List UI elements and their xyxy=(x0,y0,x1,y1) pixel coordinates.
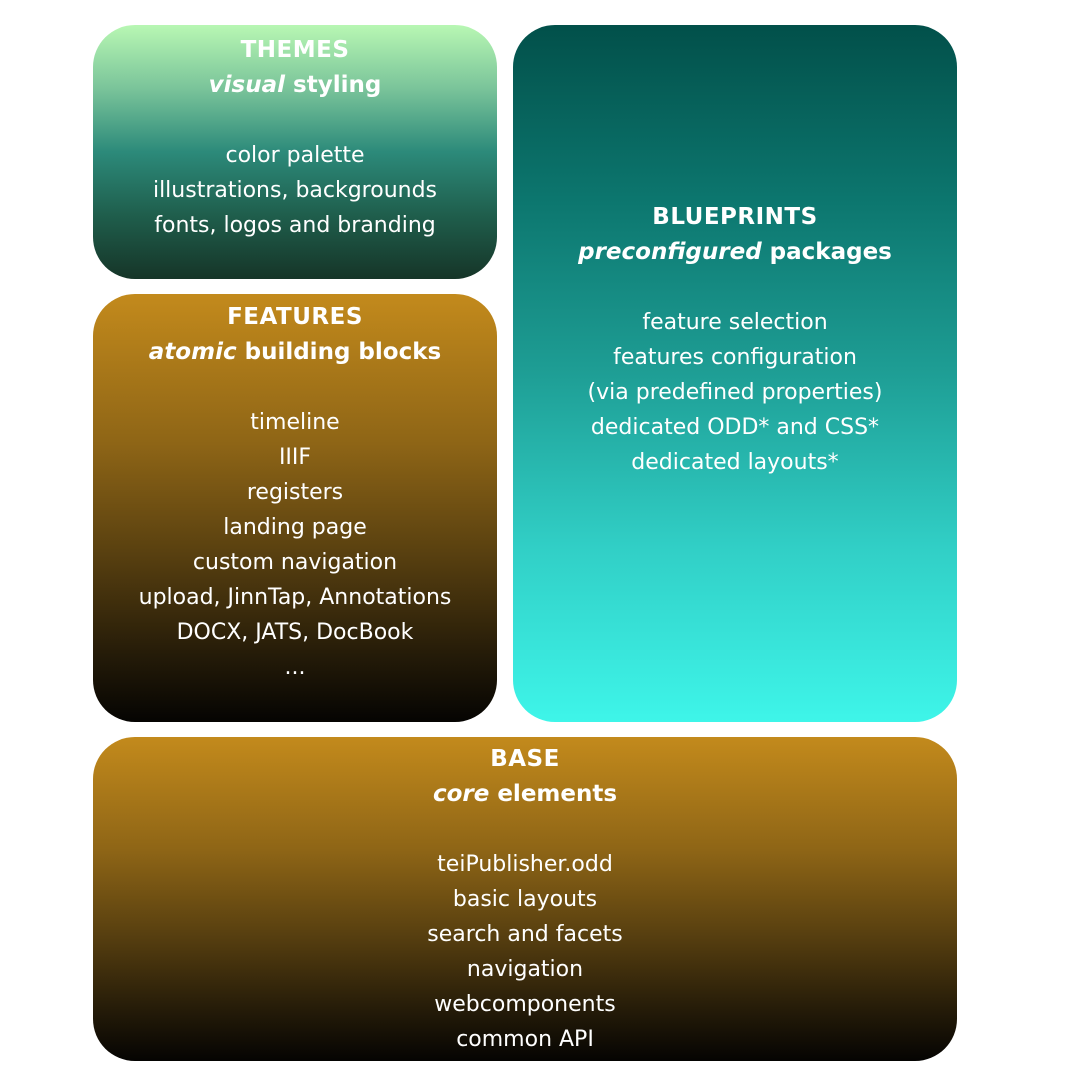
blueprints-item-list: feature selection features configuration… xyxy=(513,305,957,480)
base-item-list: teiPublisher.odd basic layouts search an… xyxy=(93,847,957,1057)
blueprints-title: BLUEPRINTS xyxy=(652,204,818,230)
base-title: BASE xyxy=(490,746,560,772)
themes-item: color palette xyxy=(225,143,365,168)
themes-title: THEMES xyxy=(240,37,350,63)
base-subtitle-rest: elements xyxy=(489,781,618,807)
blueprints-item: (via predefined properties) xyxy=(587,380,883,405)
themes-subtitle-emphasis: visual xyxy=(208,72,286,98)
themes-item: fonts, logos and branding xyxy=(154,213,436,238)
blueprints-item: dedicated ODD* and CSS* xyxy=(590,415,880,440)
base-item: teiPublisher.odd xyxy=(437,852,613,877)
themes-box: THEMES visual styling color palette illu… xyxy=(93,25,497,279)
features-item: ... xyxy=(284,655,306,680)
base-item: basic layouts xyxy=(452,887,598,912)
features-item: DOCX, JATS, DocBook xyxy=(176,620,414,645)
features-subtitle-rest: building blocks xyxy=(236,339,442,365)
base-item: common API xyxy=(456,1027,594,1052)
features-item: landing page xyxy=(223,515,367,540)
blueprints-subtitle-rest: packages xyxy=(761,239,892,265)
features-box: FEATURES atomic building blocks timeline… xyxy=(93,294,497,722)
themes-item-list: color palette illustrations, backgrounds… xyxy=(93,138,497,243)
themes-item: illustrations, backgrounds xyxy=(152,178,438,203)
base-box: BASE core elements teiPublisher.odd basi… xyxy=(93,737,957,1061)
blueprints-box: BLUEPRINTS preconfigured packages featur… xyxy=(513,25,957,722)
base-item: search and facets xyxy=(427,922,623,947)
base-subtitle-emphasis: core xyxy=(432,781,490,807)
base-subtitle: core elements xyxy=(93,777,957,812)
base-item: navigation xyxy=(466,957,584,982)
features-item: timeline xyxy=(250,410,340,435)
features-item: custom navigation xyxy=(192,550,398,575)
features-item: registers xyxy=(246,480,344,505)
features-item-list: timeline IIIF registers landing page cus… xyxy=(93,405,497,685)
themes-subtitle: visual styling xyxy=(93,68,497,103)
features-subtitle-emphasis: atomic xyxy=(148,339,237,365)
blueprints-subtitle: preconfigured packages xyxy=(513,235,957,270)
features-item: IIIF xyxy=(278,445,312,470)
blueprints-item: features configuration xyxy=(613,345,857,370)
blueprints-item: feature selection xyxy=(642,310,828,335)
base-item: webcomponents xyxy=(434,992,616,1017)
features-title: FEATURES xyxy=(227,304,363,330)
themes-subtitle-rest: styling xyxy=(285,72,382,98)
features-item: upload, JinnTap, Annotations xyxy=(138,585,452,610)
features-subtitle: atomic building blocks xyxy=(93,335,497,370)
blueprints-subtitle-emphasis: preconfigured xyxy=(578,239,762,265)
blueprints-item: dedicated layouts* xyxy=(631,450,839,475)
